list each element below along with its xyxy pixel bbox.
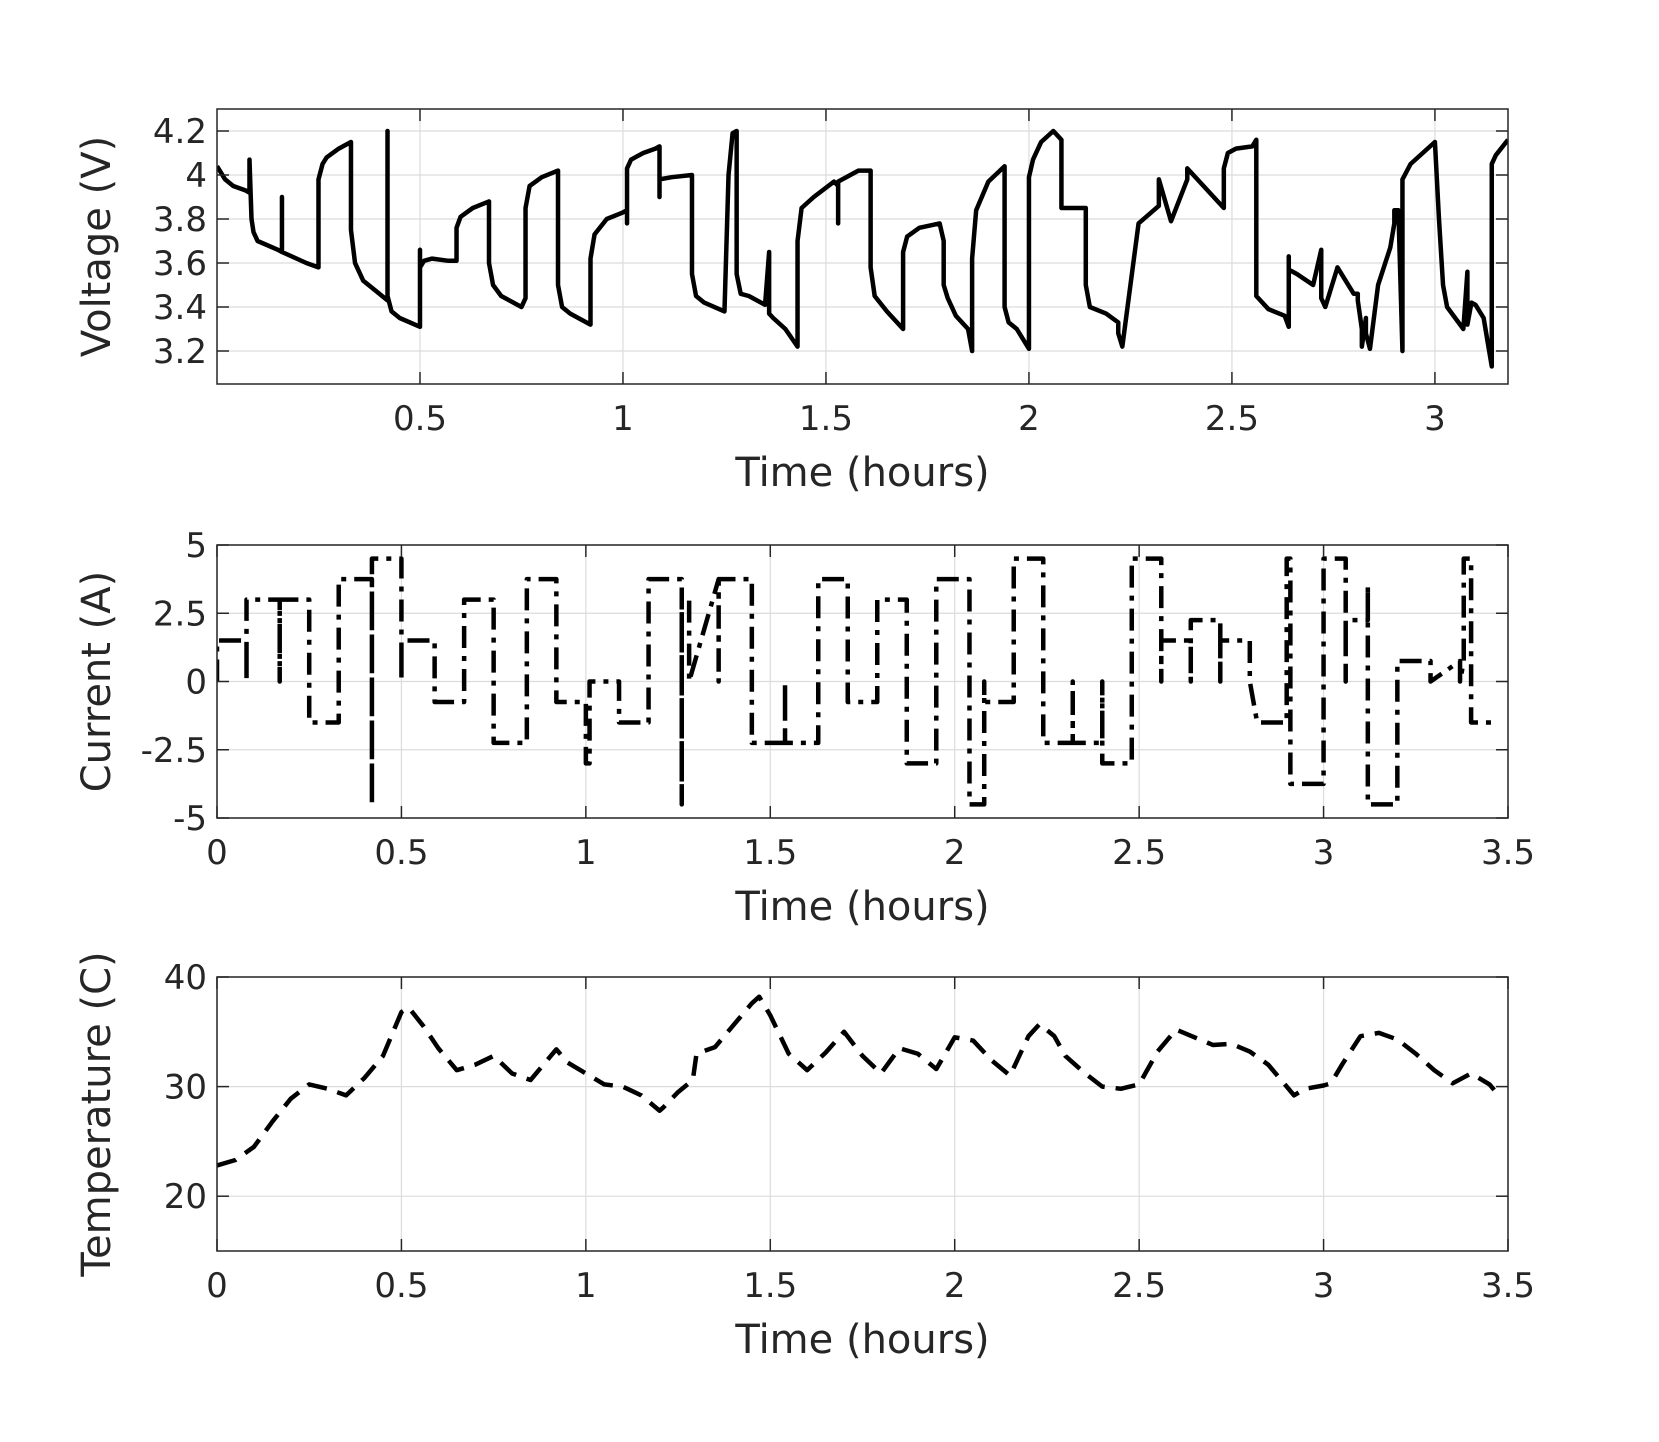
- current-x-tick-label: 1.5: [743, 833, 797, 873]
- voltage-x-tick-label: 1.5: [799, 399, 853, 439]
- voltage-x-tick-label: 2.5: [1205, 399, 1259, 439]
- temperature-series-line: [217, 994, 1503, 1168]
- temperature-x-tick-label: 2.5: [1112, 1266, 1166, 1306]
- current-x-axis-title: Time (hours): [734, 884, 989, 930]
- temperature-axes-box: [216, 976, 1509, 1252]
- temperature-y-tick-label: 30: [164, 1068, 207, 1108]
- current-x-tick-label: 0.5: [374, 833, 428, 873]
- current-y-axis-title: Current (A): [74, 571, 120, 793]
- voltage-y-tick-label: 3.2: [153, 332, 207, 372]
- voltage-y-tick-label: 4.2: [153, 112, 207, 152]
- voltage-y-tick-label: 4: [185, 156, 207, 196]
- temperature-x-tick-label: 0: [206, 1266, 228, 1306]
- voltage-y-axis-title: Voltage (V): [74, 136, 120, 357]
- temperature-x-axis-title: Time (hours): [734, 1317, 989, 1363]
- voltage-x-axis-title: Time (hours): [734, 450, 989, 496]
- voltage-y-tick-label: 3.4: [153, 288, 207, 328]
- current-y-tick-label: 5: [185, 526, 207, 566]
- current-y-tick-label: 2.5: [153, 594, 207, 634]
- current-series-line: [217, 556, 1494, 807]
- current-x-tick-label: 0: [206, 833, 228, 873]
- current-panel: 0 0.5 1 1.5 2 2.5 3 3.5 -5 -2.5 0 2.5 5 Time (hours) C…: [74, 526, 1535, 930]
- current-x-tick-label: 2: [944, 833, 966, 873]
- current-x-tick-label: 3.5: [1481, 833, 1535, 873]
- current-x-tick-label: 1: [575, 833, 597, 873]
- current-y-tick-label: 0: [185, 663, 207, 703]
- temperature-x-tick-label: 1: [575, 1266, 597, 1306]
- temperature-x-tick-label: 3: [1313, 1266, 1335, 1306]
- temperature-x-tick-label: 3.5: [1481, 1266, 1535, 1306]
- temperature-x-tick-label: 0.5: [374, 1266, 428, 1306]
- voltage-panel: 0.5 1 1.5 2 2.5 3 3.23.43.63.844.2 Time (hours)…: [74, 108, 1509, 496]
- temperature-y-axis-title: Temperature (C): [74, 951, 120, 1277]
- voltage-y-tick-label: 3.8: [153, 200, 207, 240]
- current-y-tick-label: -2.5: [141, 731, 207, 771]
- temperature-panel: 0 0.5 1 1.5 2 2.5 3 3.5 20 30 40 Time (hours) Temper…: [74, 951, 1535, 1363]
- temperature-x-tick-label: 1.5: [743, 1266, 797, 1306]
- voltage-x-tick-label: 1: [612, 399, 634, 439]
- voltage-series-line: [217, 128, 1508, 369]
- voltage-x-tick-label: 2: [1018, 399, 1040, 439]
- current-x-tick-label: 3: [1313, 833, 1335, 873]
- voltage-x-tick-label: 3: [1424, 399, 1446, 439]
- current-y-tick-label: -5: [173, 799, 207, 839]
- current-x-tick-label: 2.5: [1112, 833, 1166, 873]
- voltage-axes-box: [216, 108, 1509, 385]
- voltage-x-tick-label: 0.5: [393, 399, 447, 439]
- temperature-y-tick-label: 20: [164, 1177, 207, 1217]
- temperature-y-tick-label: 40: [164, 958, 207, 998]
- voltage-y-tick-label: 3.6: [153, 244, 207, 284]
- temperature-x-tick-label: 2: [944, 1266, 966, 1306]
